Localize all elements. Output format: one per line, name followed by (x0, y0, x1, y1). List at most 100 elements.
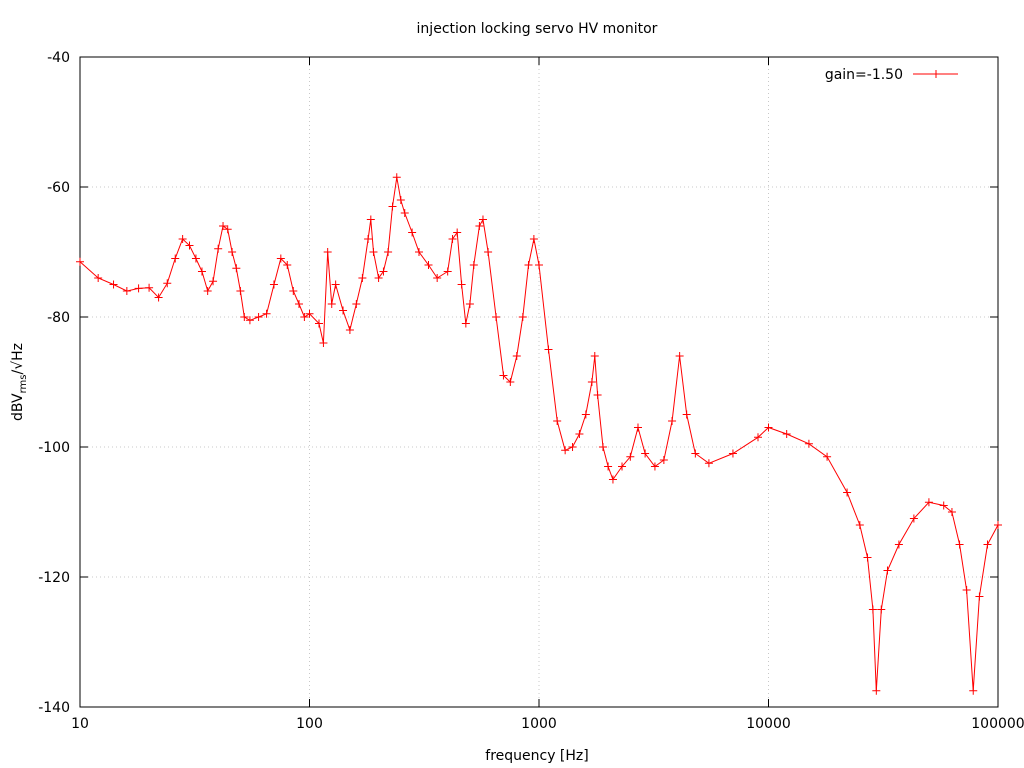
data-point (855, 521, 864, 529)
data-point (358, 274, 367, 282)
data-point (633, 423, 642, 432)
data-point (400, 209, 409, 217)
data-point (883, 566, 892, 575)
legend-marker (932, 70, 940, 78)
data-point (94, 274, 103, 282)
data-point (300, 313, 309, 321)
data-point (561, 446, 570, 455)
data-point (392, 173, 401, 182)
data-point (955, 540, 964, 549)
data-point (178, 235, 187, 243)
data-point (384, 248, 393, 256)
data-point (512, 352, 521, 360)
data-point (499, 371, 508, 380)
data-point (197, 267, 206, 276)
y-tick-label: -120 (38, 570, 70, 586)
data-point (276, 254, 285, 263)
x-tick-label: 10 (71, 716, 89, 732)
y-tick-label: -100 (38, 440, 70, 456)
data-point (424, 261, 433, 269)
data-point (650, 462, 659, 471)
data-point (191, 254, 200, 263)
data-point (364, 235, 373, 243)
y-axis-label-tail: /√Hz (10, 343, 26, 375)
data-point (465, 300, 474, 308)
data-point (587, 378, 596, 386)
data-point (433, 274, 442, 282)
data-point (203, 287, 212, 295)
data-point (529, 235, 538, 243)
data-point (704, 459, 713, 468)
data-point (294, 300, 303, 308)
data-point (388, 202, 397, 211)
data-point (484, 248, 493, 256)
data-point (675, 352, 684, 360)
data-point (315, 319, 323, 328)
data-point (366, 215, 375, 224)
data-point (289, 287, 298, 295)
data-point (448, 235, 457, 243)
data-point (453, 228, 462, 237)
data-point (868, 605, 877, 614)
data-point (457, 280, 466, 289)
x-axis-label: frequency [Hz] (485, 748, 588, 764)
data-point (782, 430, 791, 438)
data-point (804, 439, 813, 448)
data-point (214, 244, 223, 253)
data-point (975, 592, 984, 601)
data-point (863, 553, 872, 562)
data-point (691, 449, 700, 458)
data-point (352, 300, 361, 308)
data-point (374, 274, 383, 282)
data-point (994, 521, 1002, 529)
data-point (408, 228, 417, 237)
data-point (262, 309, 271, 318)
data-point (753, 433, 762, 442)
data-point (506, 378, 515, 386)
data-point (581, 410, 590, 419)
data-point (641, 449, 650, 458)
legend-entry: gain=-1.50 (825, 67, 958, 83)
data-point (969, 686, 978, 695)
data-point (947, 508, 956, 516)
data-point (843, 488, 852, 497)
data-point (319, 339, 328, 347)
data-point (345, 326, 354, 334)
data-point (254, 313, 263, 321)
y-axis-label-sub: rms (18, 374, 29, 393)
y-axis-label-main: dBV (10, 393, 26, 421)
x-tick-label: 100 (296, 716, 323, 732)
data-point (109, 280, 118, 289)
data-point (396, 196, 405, 204)
data-point (728, 449, 737, 458)
data-point (76, 257, 84, 266)
data-point (962, 586, 971, 594)
data-point (223, 225, 232, 234)
data-point (283, 261, 292, 269)
data-point (924, 498, 933, 507)
data-point (872, 686, 881, 695)
data-point (240, 313, 249, 321)
data-point (327, 300, 336, 308)
data-point (682, 410, 691, 419)
data-point (492, 313, 501, 321)
data-point (443, 267, 452, 276)
data-point (219, 222, 228, 230)
data-point (331, 280, 340, 289)
series-line (79, 177, 999, 691)
data-point (764, 423, 773, 432)
data-point (232, 264, 241, 273)
chart-title: injection locking servo HV monitor (417, 21, 658, 37)
plot-frame (79, 56, 999, 708)
data-point (379, 267, 388, 276)
data-point (668, 417, 677, 425)
data-point (478, 215, 487, 224)
data-point (305, 309, 314, 318)
y-tick-label: -60 (47, 180, 70, 196)
data-point (145, 283, 154, 292)
data-point (475, 222, 484, 230)
data-point (659, 456, 668, 464)
data-point (122, 287, 131, 295)
x-tick-label: 1000 (521, 716, 557, 732)
